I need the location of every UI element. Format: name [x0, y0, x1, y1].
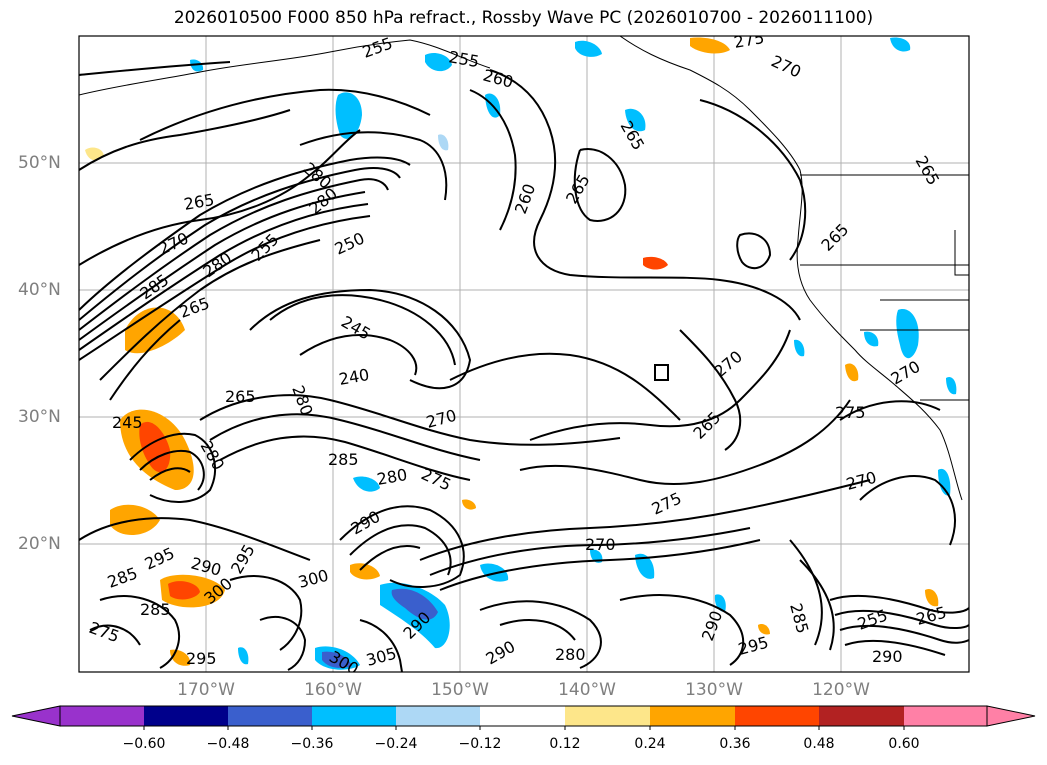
contour-label: 265	[225, 387, 256, 406]
negative-anomaly	[625, 108, 646, 132]
shaded-anomalies	[85, 37, 957, 670]
colorbar-tick-label: 0.36	[719, 736, 751, 752]
contour-label: 270	[585, 535, 616, 554]
colorbar-tick-label: −0.12	[458, 736, 502, 752]
colorbar-extend-high	[986, 705, 1036, 727]
positive-anomaly	[690, 37, 730, 54]
colorbar-segment	[144, 706, 228, 726]
colorbar-segment	[396, 706, 480, 726]
contour-label: 295	[186, 649, 217, 668]
colorbar-segment	[228, 706, 312, 726]
map-title: 2026010500 F000 850 hPa refract., Rossby…	[173, 8, 874, 28]
lon-label: 160°W	[304, 680, 362, 700]
colorbar-segment	[312, 706, 396, 726]
negative-anomaly	[896, 309, 919, 359]
colorbar	[11, 705, 1036, 730]
positive-anomaly	[168, 581, 200, 600]
coastline	[79, 36, 969, 501]
contour-label: 285	[140, 600, 171, 619]
contour-label: 285	[328, 450, 359, 469]
negative-anomaly	[946, 376, 957, 395]
colorbar-tick-label: 0.24	[634, 736, 666, 752]
positive-anomaly	[845, 363, 859, 382]
colorbar-tick-label: 0.48	[803, 736, 835, 752]
positive-anomaly	[462, 499, 476, 510]
colorbar-segment	[735, 706, 819, 726]
colorbar-tick-label: −0.48	[206, 736, 250, 752]
negative-anomaly	[190, 59, 204, 72]
colorbar-tick-label: −0.60	[122, 736, 166, 752]
negative-anomaly	[575, 40, 602, 57]
negative-anomaly	[635, 553, 655, 579]
positive-anomaly	[350, 563, 380, 580]
negative-anomaly	[322, 651, 352, 668]
negative-anomaly	[335, 92, 362, 139]
lat-label: 20°N	[18, 534, 61, 554]
lon-label: 120°W	[812, 680, 870, 700]
lat-label: 50°N	[18, 153, 61, 173]
lon-label: 130°W	[685, 680, 743, 700]
negative-anomaly	[438, 134, 449, 151]
contour-label: 290	[872, 647, 903, 666]
colorbar-segment	[480, 706, 565, 726]
positive-anomaly	[139, 421, 171, 473]
contour-label: 245	[112, 413, 143, 432]
graticule	[79, 36, 969, 672]
positive-anomaly	[643, 256, 668, 270]
colorbar-segment	[904, 706, 987, 726]
colorbar-segment	[565, 706, 650, 726]
negative-anomaly	[864, 331, 879, 347]
negative-anomaly	[425, 53, 452, 72]
negative-anomaly	[794, 339, 805, 357]
colorbar-segment	[60, 706, 144, 726]
lat-label: 30°N	[18, 407, 61, 427]
contour-label: 275	[835, 403, 866, 422]
colorbar-tick-label: 0.12	[549, 736, 581, 752]
colorbar-tick-label: 0.60	[888, 736, 920, 752]
lon-label: 150°W	[431, 680, 489, 700]
contour-lines	[79, 61, 969, 672]
lat-label: 40°N	[18, 280, 61, 300]
colorbar-segment	[650, 706, 735, 726]
negative-anomaly	[890, 37, 911, 52]
map-frame	[78, 35, 970, 673]
negative-anomaly	[238, 647, 249, 665]
negative-anomaly	[938, 468, 951, 496]
contour-label: 280	[555, 645, 586, 664]
colorbar-tick-label: −0.24	[374, 736, 418, 752]
lon-label: 140°W	[558, 680, 616, 700]
colorbar-extend-low	[11, 705, 61, 727]
negative-anomaly	[353, 476, 380, 492]
negative-anomaly	[391, 588, 438, 620]
positive-anomaly	[85, 147, 104, 161]
positive-anomaly	[758, 624, 770, 635]
positive-anomaly	[925, 588, 939, 607]
colorbar-segment	[819, 706, 904, 726]
lon-label: 170°W	[177, 680, 235, 700]
contour-label: 275	[732, 28, 765, 52]
colorbar-tick-label: −0.36	[290, 736, 334, 752]
